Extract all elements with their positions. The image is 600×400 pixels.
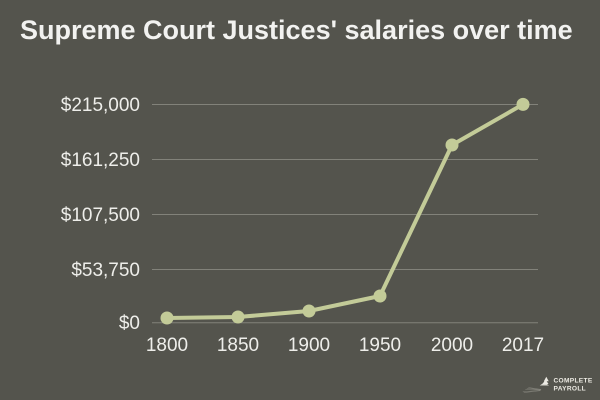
svg-text:$107,500: $107,500 xyxy=(61,205,140,226)
svg-text:1900: 1900 xyxy=(288,335,330,356)
svg-text:2000: 2000 xyxy=(431,335,473,356)
svg-text:1850: 1850 xyxy=(217,335,259,356)
svg-text:2017: 2017 xyxy=(502,335,544,356)
svg-text:$215,000: $215,000 xyxy=(61,95,140,116)
svg-text:$161,250: $161,250 xyxy=(61,150,140,171)
svg-text:COMPLETE: COMPLETE xyxy=(554,378,593,385)
svg-text:$0: $0 xyxy=(119,313,140,334)
svg-text:$53,750: $53,750 xyxy=(71,260,140,281)
svg-text:PAYROLL: PAYROLL xyxy=(554,386,587,393)
svg-text:1800: 1800 xyxy=(146,335,188,356)
svg-text:1950: 1950 xyxy=(359,335,401,356)
